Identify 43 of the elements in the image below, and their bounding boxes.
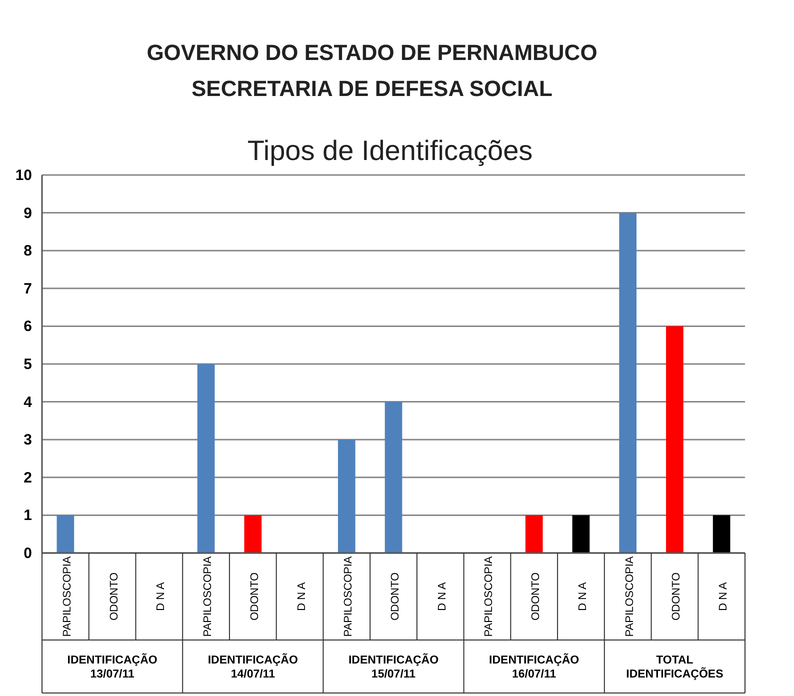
x-tick-label: D N A <box>436 581 448 611</box>
y-tick-label: 6 <box>24 318 32 336</box>
x-tick-label: D N A <box>718 581 730 611</box>
bar <box>338 440 356 553</box>
x-tick-label: PAPILOSCOPIA <box>483 556 496 637</box>
bar <box>384 402 402 553</box>
y-tick-label: 7 <box>24 280 32 298</box>
bar <box>197 364 215 553</box>
x-tick-label: ODONTO <box>108 572 120 621</box>
text: IDENTIFICAÇÃO 15/07/11 <box>348 652 439 680</box>
text: IDENTIFICAÇÃO 16/07/11 <box>489 652 580 680</box>
x-tick-label: PAPILOSCOPIA <box>624 556 636 637</box>
y-tick-label: 2 <box>24 469 32 486</box>
x-tick-label: PAPILOSCOPIA <box>202 556 214 637</box>
x-tick-label: ODONTO <box>530 572 542 621</box>
y-tick-label: 0 <box>24 545 32 562</box>
y-tick-label: 4 <box>24 394 33 411</box>
bar <box>619 212 637 553</box>
text: TOTAL IDENTIFICAÇÕES <box>626 654 724 680</box>
y-tick-label: 9 <box>24 204 32 222</box>
chart-subtitle: GOVERNO DO ESTADO DE PERNAMBUCO SECRETARIA DE DEFESA SOCIAL <box>146 40 598 101</box>
y-tick-label: 3 <box>24 432 32 449</box>
bar <box>572 515 590 553</box>
bar <box>56 515 74 553</box>
bar <box>666 326 684 553</box>
x-tick-label: ODONTO <box>390 572 402 621</box>
x-tick-label: D N A <box>155 581 168 611</box>
chart-title: Tipos de Identificações <box>247 135 533 166</box>
text: IDENTIFICAÇÃO 14/07/11 <box>208 652 298 680</box>
y-tick-label: 5 <box>24 356 32 373</box>
x-tick-label: PAPILOSCOPIA <box>61 556 74 637</box>
x-tick-label: D N A <box>296 581 308 611</box>
x-tick-label: ODONTO <box>670 572 683 621</box>
x-tick-label: D N A <box>576 581 589 611</box>
bar <box>525 515 543 553</box>
text: IDENTIFICAÇÃO 13/07/11 <box>67 652 158 680</box>
y-tick-label: 10 <box>15 167 32 184</box>
bar <box>712 515 730 553</box>
y-tick-label: 1 <box>24 507 32 524</box>
bar <box>244 515 262 553</box>
y-tick-label: 8 <box>24 242 32 260</box>
x-tick-label: ODONTO <box>248 572 261 621</box>
x-tick-label: PAPILOSCOPIA <box>342 556 355 637</box>
